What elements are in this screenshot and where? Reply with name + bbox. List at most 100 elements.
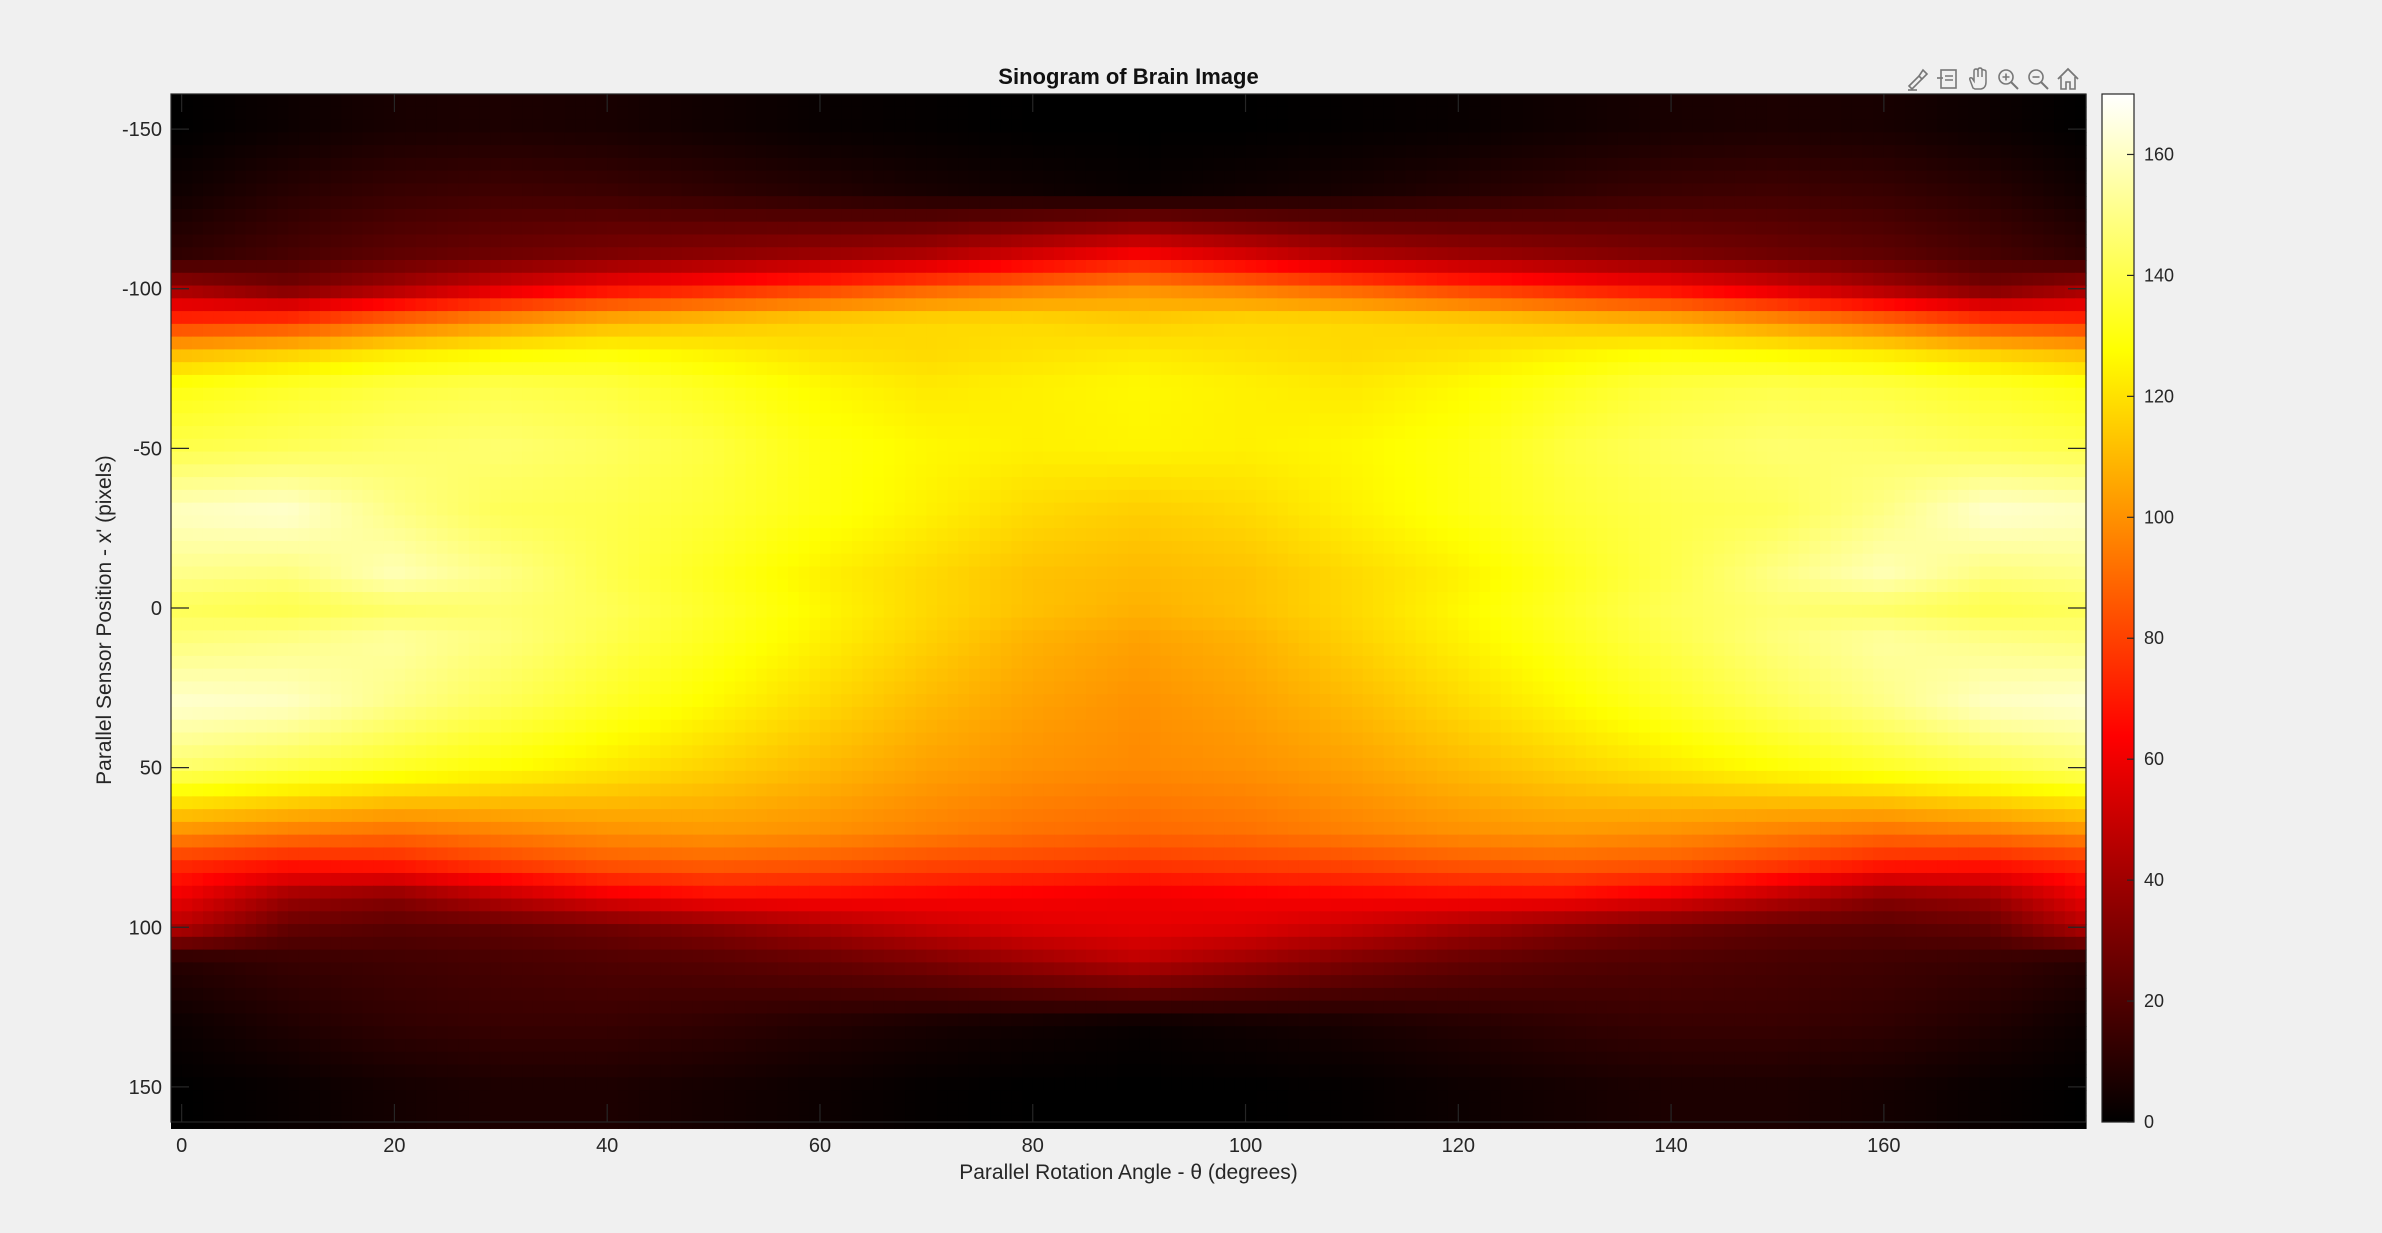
- heatmap-cell: [1851, 387, 1864, 402]
- heatmap-cell: [1160, 349, 1172, 363]
- heatmap-cell: [564, 183, 576, 197]
- heatmap-cell: [554, 208, 566, 223]
- heatmap-cell: [1266, 106, 1279, 121]
- heatmap-cell: [1532, 157, 1545, 172]
- heatmap-cell: [1117, 374, 1130, 389]
- brush-icon[interactable]: [1904, 64, 1932, 94]
- heatmap-cell: [1756, 260, 1768, 274]
- heatmap-cell: [1724, 323, 1736, 338]
- heatmap-cell: [1192, 362, 1204, 376]
- heatmap-cell: [1011, 145, 1023, 159]
- heatmap-cell: [213, 94, 225, 108]
- heatmap-cell: [1671, 374, 1683, 389]
- heatmap-cell: [1171, 208, 1183, 223]
- heatmap-cell: [979, 208, 991, 223]
- heatmap-cell: [979, 145, 991, 159]
- heatmap-cell: [788, 247, 800, 261]
- heatmap-cell: [2000, 183, 2013, 197]
- heatmap-cell: [596, 426, 608, 440]
- heatmap-cell: [2011, 234, 2023, 248]
- heatmap-cell: [224, 157, 236, 172]
- heatmap-cell: [234, 438, 247, 453]
- heatmap-cell: [1458, 362, 1470, 376]
- heatmap-cell: [1788, 260, 1800, 274]
- heatmap-cell: [1883, 400, 1896, 414]
- heatmap-cell: [734, 106, 747, 121]
- heatmap-cell: [1596, 94, 1608, 108]
- heatmap-cell: [1096, 400, 1108, 414]
- heatmap-cell: [671, 234, 683, 248]
- heatmap-cell: [1660, 132, 1672, 146]
- heatmap-cell: [522, 387, 534, 402]
- heatmap-cell: [1756, 311, 1768, 325]
- zoom-out-icon[interactable]: [2024, 64, 2052, 94]
- heatmap-cell: [585, 132, 598, 146]
- pan-hand-icon[interactable]: [1964, 64, 1992, 94]
- heatmap-cell: [1426, 94, 1438, 108]
- home-icon[interactable]: [2054, 64, 2082, 94]
- heatmap-cell: [1256, 311, 1268, 325]
- heatmap-cell: [1873, 272, 1885, 287]
- heatmap-cell: [1213, 323, 1225, 338]
- heatmap-cell: [841, 170, 853, 184]
- heatmap-cell: [1043, 272, 1055, 287]
- heatmap-cell: [319, 272, 332, 287]
- heatmap-cell: [1022, 157, 1034, 172]
- heatmap-cell: [958, 132, 970, 146]
- heatmap-cell: [1256, 208, 1268, 223]
- heatmap-cell: [1202, 196, 1215, 210]
- heatmap-cell: [1054, 349, 1066, 363]
- heatmap-cell: [383, 234, 396, 248]
- heatmap-cell: [394, 349, 406, 363]
- heatmap-cell: [1500, 413, 1513, 427]
- heatmap-cell: [745, 298, 757, 312]
- heatmap-cell: [1873, 298, 1885, 312]
- heatmap-cell: [405, 426, 417, 440]
- datatip-icon[interactable]: [1934, 64, 1962, 94]
- heatmap-cell: [1468, 170, 1481, 184]
- heatmap-cell: [1149, 260, 1162, 274]
- heatmap-cell: [224, 145, 236, 159]
- heatmap-cell: [309, 400, 321, 414]
- heatmap-cell: [1532, 400, 1545, 414]
- heatmap-cell: [1724, 132, 1736, 146]
- heatmap-cell: [681, 260, 693, 274]
- heatmap-cell: [1926, 183, 1938, 197]
- heatmap-cell: [1096, 247, 1108, 261]
- heatmap-cell: [745, 247, 757, 261]
- heatmap-cell: [171, 170, 183, 184]
- heatmap-cell: [713, 413, 725, 427]
- heatmap-cell: [756, 260, 768, 274]
- heatmap-cell: [1937, 247, 1949, 261]
- heatmap-cell: [1532, 323, 1545, 338]
- heatmap-cell: [1000, 106, 1013, 121]
- heatmap-cell: [224, 221, 236, 236]
- zoom-in-icon[interactable]: [1994, 64, 2022, 94]
- heatmap-cell: [1511, 260, 1523, 274]
- heatmap-cell: [362, 438, 374, 453]
- heatmap-cell: [1426, 362, 1438, 376]
- heatmap-cell: [1256, 285, 1268, 299]
- heatmap-cell: [1341, 349, 1353, 363]
- heatmap-cell: [1394, 260, 1406, 274]
- heatmap-cell: [1479, 247, 1491, 261]
- heatmap-cell: [702, 170, 715, 184]
- heatmap-cell: [1394, 247, 1406, 261]
- heatmap-cell: [1447, 323, 1459, 338]
- heatmap-cell: [1639, 336, 1651, 350]
- heatmap-cell: [2032, 311, 2045, 325]
- heatmap-cell: [1585, 311, 1598, 325]
- heatmap-cell: [968, 272, 981, 287]
- heatmap-cell: [1798, 247, 1810, 261]
- heatmap-cell: [2054, 94, 2066, 108]
- heatmap-cell: [756, 285, 768, 299]
- heatmap-cell: [2043, 260, 2055, 274]
- heatmap-cell: [2032, 132, 2045, 146]
- heatmap-cell: [171, 145, 183, 159]
- heatmap-cell: [1543, 170, 1555, 184]
- heatmap-cell: [1351, 183, 1364, 197]
- heatmap-cell: [1171, 132, 1183, 146]
- heatmap-cell: [319, 132, 332, 146]
- heatmap-cell: [756, 94, 768, 108]
- heatmap-cell: [2032, 260, 2045, 274]
